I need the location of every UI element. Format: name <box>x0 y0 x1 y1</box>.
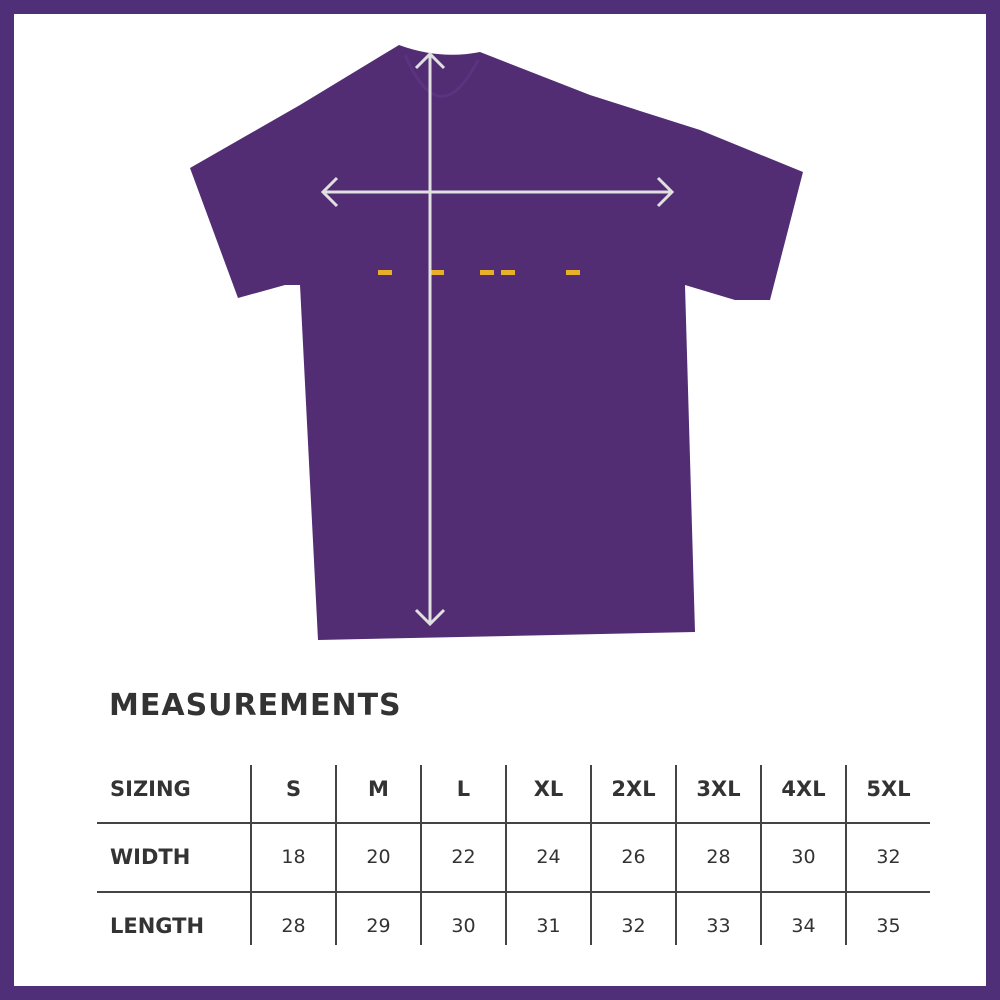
table-divider <box>97 891 930 893</box>
length-value: 31 <box>536 915 561 937</box>
width-value: 22 <box>451 846 476 868</box>
print-accents <box>378 270 580 275</box>
table-column-divider <box>590 765 592 945</box>
size-header: 4XL <box>781 777 826 801</box>
width-arrow-icon <box>320 176 675 208</box>
table-column-divider <box>845 765 847 945</box>
width-value: 30 <box>791 846 816 868</box>
length-value: 34 <box>791 915 816 937</box>
length-value: 30 <box>451 915 476 937</box>
length-value: 29 <box>366 915 391 937</box>
length-value: 35 <box>876 915 901 937</box>
row-label-length: LENGTH <box>110 914 205 938</box>
size-header: 5XL <box>866 777 911 801</box>
size-header: M <box>368 777 389 801</box>
size-header: 3XL <box>696 777 741 801</box>
width-value: 20 <box>366 846 391 868</box>
length-arrow-icon <box>414 51 446 627</box>
measurements-title: MEASUREMENTS <box>109 688 402 723</box>
table-divider <box>97 822 930 824</box>
table-column-divider <box>760 765 762 945</box>
length-value: 33 <box>706 915 731 937</box>
size-header: L <box>456 777 471 801</box>
table-column-divider <box>250 765 252 945</box>
width-value: 18 <box>281 846 306 868</box>
size-header: XL <box>533 777 564 801</box>
table-column-divider <box>505 765 507 945</box>
table-column-divider <box>420 765 422 945</box>
width-value: 32 <box>876 846 901 868</box>
width-value: 26 <box>621 846 646 868</box>
tshirt-body <box>190 45 803 640</box>
width-value: 28 <box>706 846 731 868</box>
tshirt-collar <box>403 54 480 98</box>
row-label-width: WIDTH <box>110 845 191 869</box>
length-value: 32 <box>621 915 646 937</box>
sizing-header: SIZING <box>110 777 191 801</box>
size-header: 2XL <box>611 777 656 801</box>
length-value: 28 <box>281 915 306 937</box>
size-header: S <box>285 777 302 801</box>
width-value: 24 <box>536 846 561 868</box>
table-column-divider <box>335 765 337 945</box>
table-column-divider <box>675 765 677 945</box>
